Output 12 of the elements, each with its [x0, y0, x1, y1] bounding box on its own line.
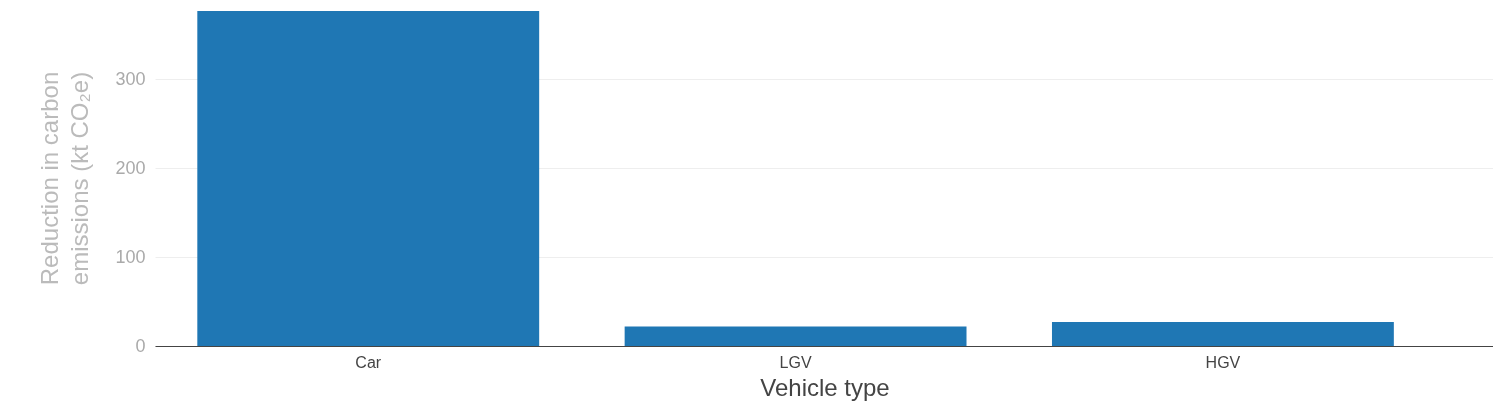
x-tick-label: LGV	[779, 353, 812, 371]
y-tick-label: 0	[135, 335, 146, 356]
y-tick-label: 200	[115, 157, 146, 178]
x-axis-title: Vehicle type	[760, 373, 890, 401]
bar	[624, 326, 967, 346]
bar	[1051, 322, 1394, 346]
bar	[197, 10, 540, 346]
y-axis-title: Reduction in carbon emissions (kt CO₂e)	[36, 71, 94, 286]
x-tick-label: HGV	[1205, 353, 1241, 371]
y-tick-label: 300	[115, 68, 146, 89]
x-tick-label: Car	[355, 353, 382, 371]
y-tick-label: 100	[115, 246, 146, 267]
